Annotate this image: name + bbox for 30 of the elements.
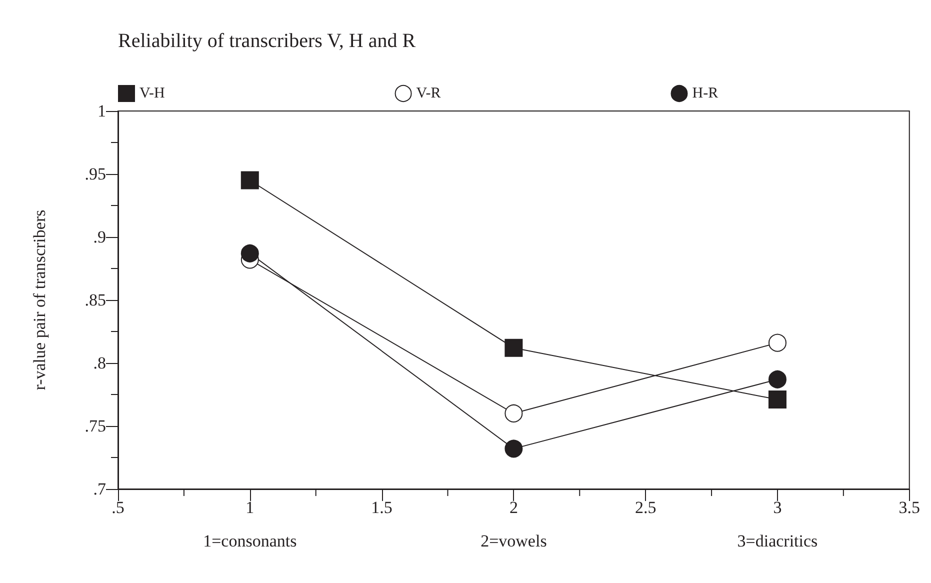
text: 1=consonants — [203, 532, 297, 550]
y-tick-label: .7 — [93, 480, 106, 498]
x-tick-label: 3 — [773, 498, 782, 517]
point — [768, 334, 786, 352]
x-tick-label: .5 — [112, 498, 124, 517]
point — [768, 370, 786, 388]
x-tick-label: 3.5 — [898, 498, 920, 517]
x-tick-label: 2 — [509, 498, 518, 517]
y-tick-label: .8 — [93, 354, 106, 372]
y-tick-label: .9 — [93, 228, 106, 246]
text: 2=vowels — [480, 532, 547, 550]
point — [504, 338, 523, 357]
y-tick-label: .75 — [84, 416, 106, 436]
point — [768, 390, 786, 409]
legend-label: H-R — [692, 86, 718, 102]
point — [240, 171, 259, 190]
y-tick-label: .85 — [84, 290, 106, 310]
x-tick-label: 2.5 — [634, 498, 656, 517]
legend-label: V-R — [416, 86, 441, 102]
text: 3=diacritics — [737, 532, 818, 550]
point — [240, 244, 259, 262]
x-tick-label: 1.5 — [371, 498, 392, 517]
y-tick-label: 1 — [98, 102, 106, 120]
point — [504, 440, 523, 458]
y-axis-title: r-value pair of transcribers — [30, 210, 49, 390]
legend-label: V-H — [140, 86, 165, 102]
y-tick-label: .95 — [84, 164, 106, 184]
chart-title: Reliability of transcribers V, H and R — [118, 30, 416, 52]
point — [504, 404, 523, 422]
x-tick-label: 1 — [246, 498, 254, 517]
